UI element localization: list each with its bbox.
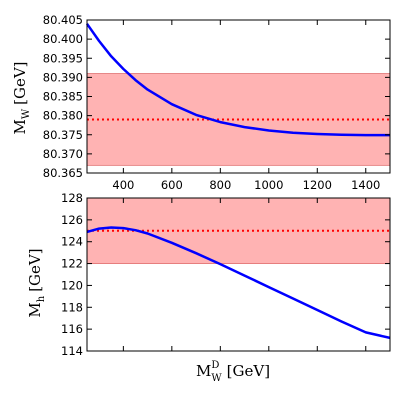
mh-y-tick-label: 124 <box>61 235 83 249</box>
mw-plot-frame <box>86 19 391 174</box>
mh-y-axis-unit: [GeV] <box>26 248 44 291</box>
x-axis-label: MD W [GeV] <box>196 360 270 384</box>
mh-series-line <box>86 226 391 340</box>
mw-x-tick-label: 1000 <box>254 178 283 192</box>
mw-x-tick-label: 400 <box>112 178 134 192</box>
mw-y-tick-label: 80.365 <box>43 166 83 180</box>
x-axis-subscript: W <box>211 373 222 384</box>
mh-y-tick-label: 116 <box>61 322 83 336</box>
mw-y-axis-symbol: M <box>11 119 29 134</box>
mw-y-tick-label: 80.390 <box>43 70 83 84</box>
x-axis-symbol: M <box>196 362 211 380</box>
mw-y-axis-label: MW [GeV] <box>11 61 32 134</box>
mw-y-tick-label: 80.380 <box>43 109 83 123</box>
mw-x-tick-label: 800 <box>209 178 231 192</box>
mh-y-axis-label: Mh [GeV] <box>26 248 47 317</box>
mh-y-tick-label: 120 <box>61 278 83 292</box>
panel-mw: 80.365 80.370 80.375 80.380 80.385 80.390 80.3… <box>11 13 391 192</box>
mw-y-tick-label: 80.370 <box>43 147 83 161</box>
mw-y-tick-label: 80.395 <box>43 51 83 65</box>
mh-y-axis-subscript: h <box>36 295 47 302</box>
mw-y-axis-unit: [GeV] <box>11 61 29 104</box>
mw-y-tick-label: 80.375 <box>43 128 83 142</box>
mw-series-line <box>85 23 390 137</box>
mh-y-tick-label: 126 <box>61 213 83 227</box>
mw-y-tick-label: 80.385 <box>43 90 83 104</box>
mh-y-tick-label: 122 <box>61 257 83 271</box>
mw-x-tick-label: 1200 <box>303 178 332 192</box>
mw-x-tick-label: 600 <box>161 178 183 192</box>
mh-plot-frame <box>86 197 391 352</box>
mw-y-tick-label: 80.405 <box>43 13 83 27</box>
mh-y-tick-label: 128 <box>61 191 83 205</box>
mh-y-tick-label: 114 <box>61 344 83 358</box>
mw-y-tick-label: 80.400 <box>43 32 83 46</box>
mw-x-tick-label: 1400 <box>351 178 380 192</box>
x-axis-unit: [GeV] <box>227 362 270 380</box>
mh-y-axis-symbol: M <box>26 302 44 317</box>
mh-y-tick-label: 118 <box>61 300 83 314</box>
mw-y-axis-subscript: W <box>21 108 32 119</box>
x-axis-superscript: D <box>211 360 219 371</box>
